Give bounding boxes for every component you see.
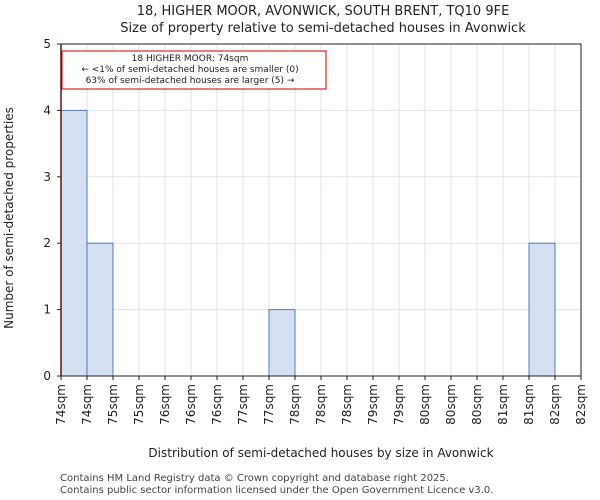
footer-line-2: Contains public sector information licen… xyxy=(60,485,494,496)
x-tick-label: 81sqm xyxy=(496,384,510,425)
x-tick-label: 77sqm xyxy=(236,384,250,425)
x-tick-label: 74sqm xyxy=(80,384,94,425)
x-tick-label: 81sqm xyxy=(522,384,536,425)
bar xyxy=(60,109,88,377)
x-tick-label: 80sqm xyxy=(418,384,432,425)
x-tick-label: 76sqm xyxy=(158,384,172,425)
footer-line-1: Contains HM Land Registry data © Crown c… xyxy=(60,473,449,484)
x-tick-label: 78sqm xyxy=(288,384,302,425)
x-tick-label: 79sqm xyxy=(392,384,406,425)
bar xyxy=(86,242,114,377)
annotation-box: 18 HIGHER MOOR: 74sqm ← <1% of semi-deta… xyxy=(61,50,327,90)
x-tick-label: 79sqm xyxy=(366,384,380,425)
y-tick-label: 3 xyxy=(43,170,51,184)
y-tick-label: 0 xyxy=(43,369,51,383)
annotation-line-1: 18 HIGHER MOOR: 74sqm xyxy=(132,54,249,64)
y-tick-label: 5 xyxy=(43,37,51,51)
chart-subtitle: Size of property relative to semi-detach… xyxy=(120,21,526,36)
x-tick-label: 76sqm xyxy=(210,384,224,425)
y-tick-label: 1 xyxy=(43,303,51,317)
bars xyxy=(60,109,556,377)
x-tick-label: 82sqm xyxy=(548,384,562,425)
chart-title: 18, HIGHER MOOR, AVONWICK, SOUTH BRENT, … xyxy=(137,4,510,19)
x-tick-label: 80sqm xyxy=(470,384,484,425)
x-tick-label: 82sqm xyxy=(574,384,588,425)
x-tick-label: 75sqm xyxy=(132,384,146,425)
x-tick-label: 78sqm xyxy=(340,384,354,425)
x-axis: 74sqm 74sqm 75sqm 75sqm 76sqm 76sqm 76sqm 77sqm… xyxy=(54,376,588,425)
x-tick-label: 77sqm xyxy=(262,384,276,425)
annotation-line-2: ← <1% of semi-detached houses are smalle… xyxy=(81,65,298,75)
y-tick-label: 2 xyxy=(43,236,51,250)
x-axis-label: Distribution of semi-detached houses by … xyxy=(148,446,493,460)
grid xyxy=(60,43,582,377)
y-tick-label: 4 xyxy=(43,103,51,117)
y-axis-label: Number of semi-detached properties xyxy=(2,107,16,329)
x-tick-label: 80sqm xyxy=(444,384,458,425)
bar xyxy=(528,242,556,377)
y-axis: 0 1 2 3 4 5 xyxy=(43,37,61,383)
bar xyxy=(268,309,296,377)
x-tick-label: 76sqm xyxy=(184,384,198,425)
annotation-line-3: 63% of semi-detached houses are larger (… xyxy=(86,76,295,86)
x-tick-label: 74sqm xyxy=(54,384,68,425)
x-tick-label: 75sqm xyxy=(106,384,120,425)
x-tick-label: 78sqm xyxy=(314,384,328,425)
